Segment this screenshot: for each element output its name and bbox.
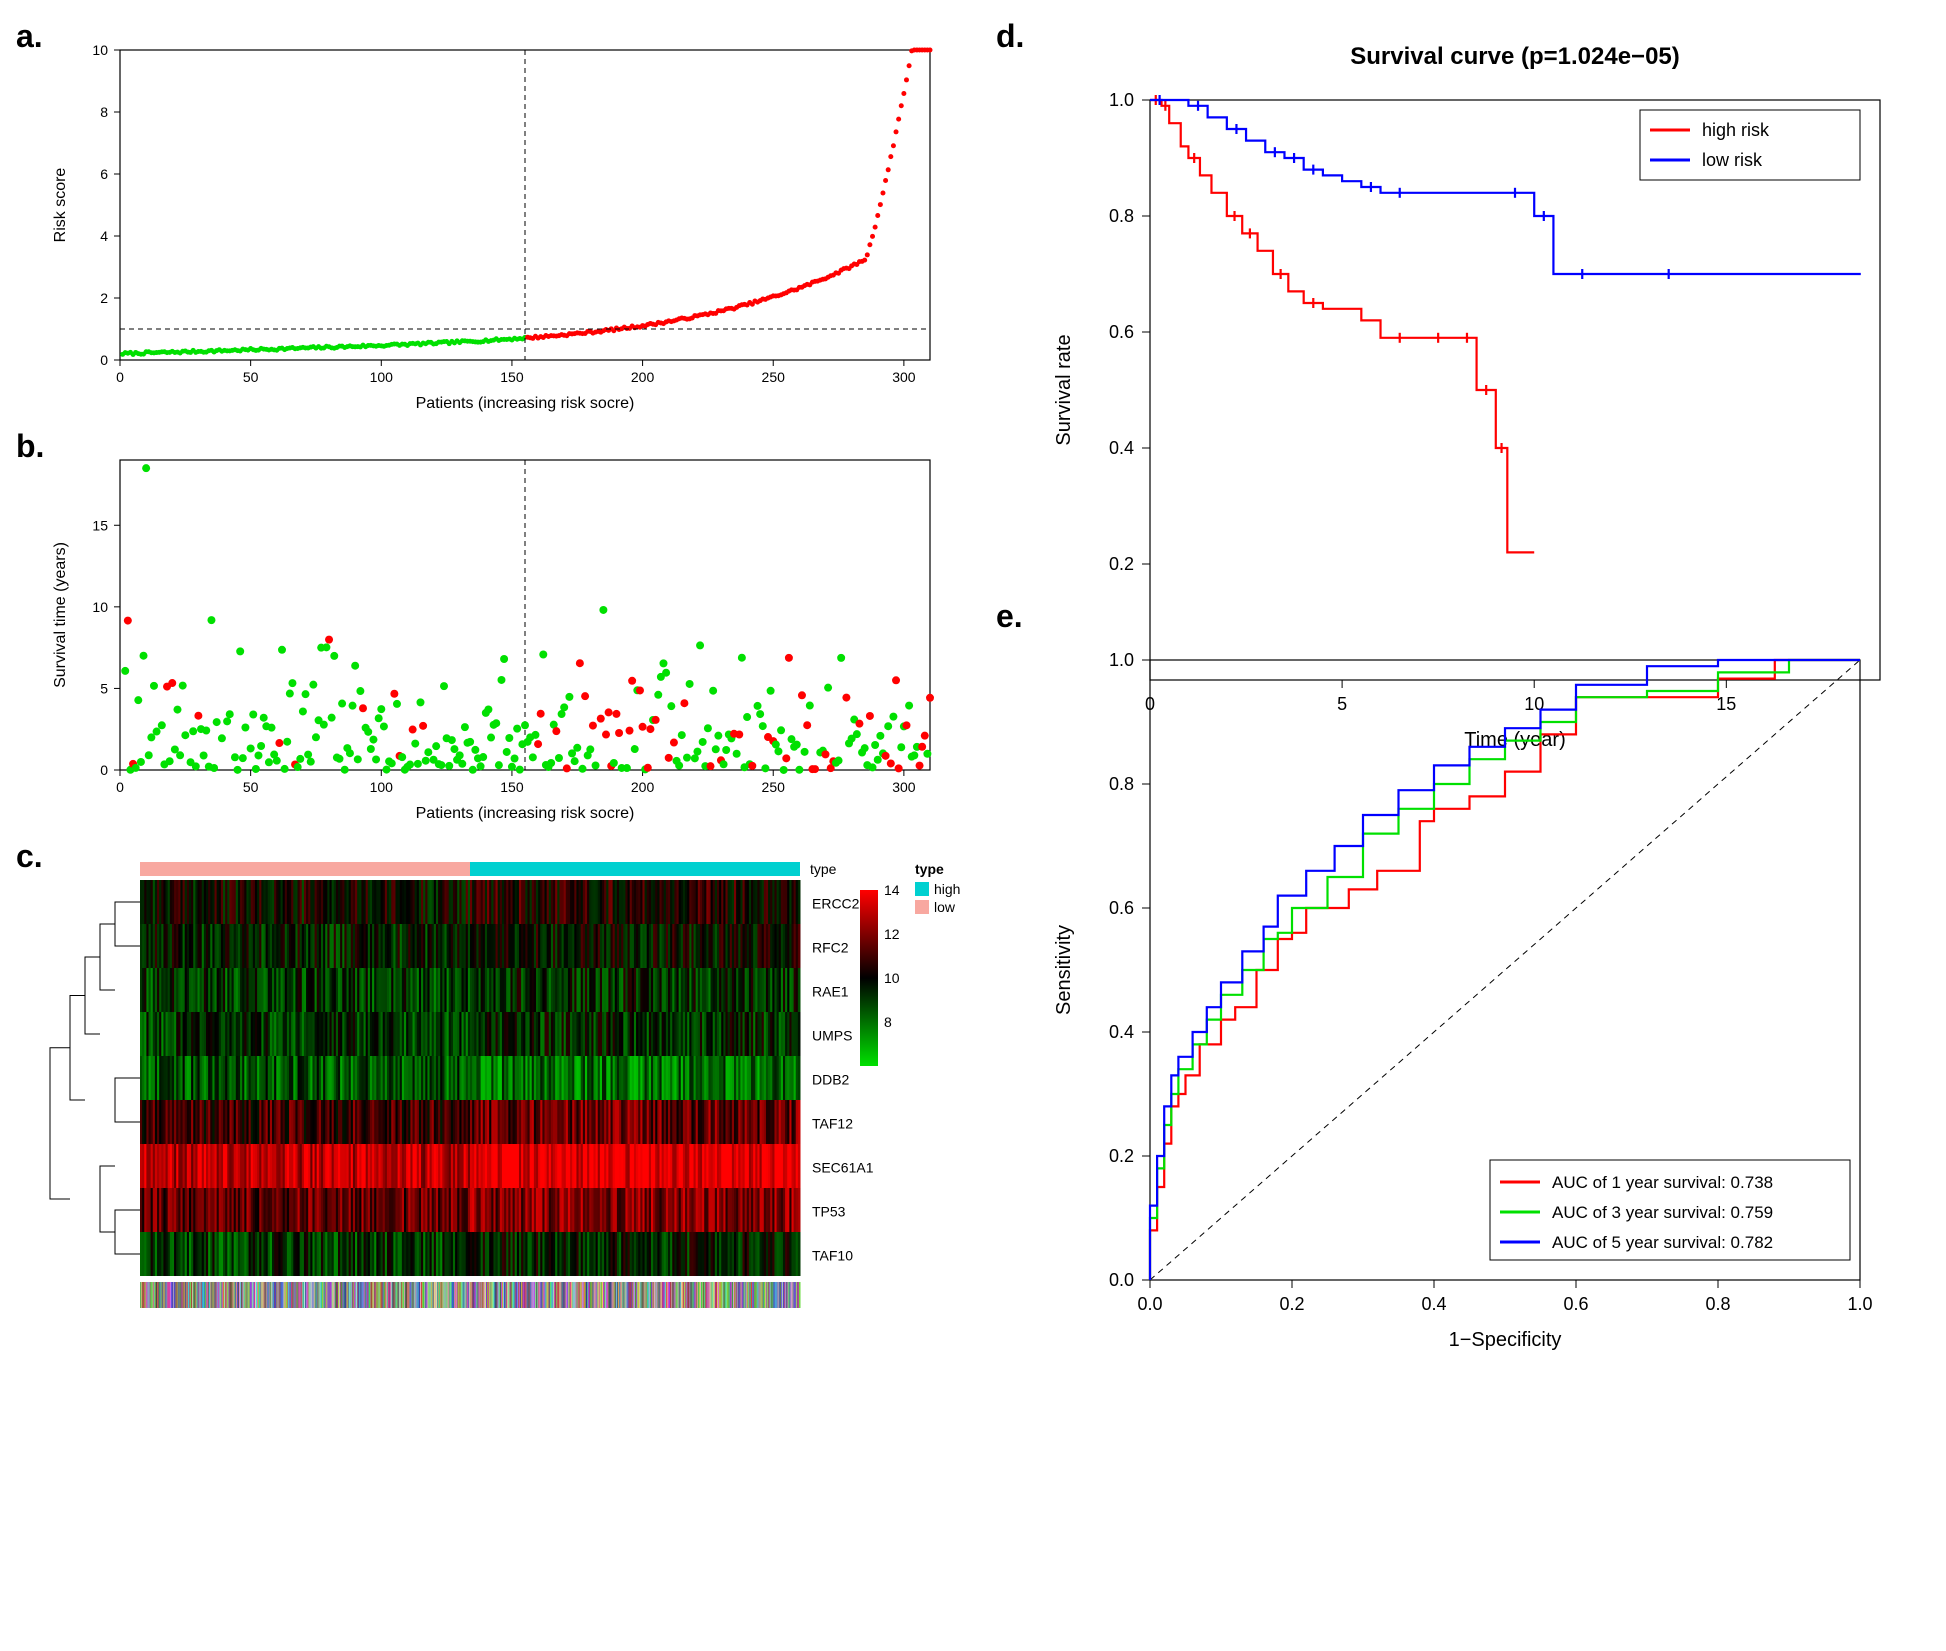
svg-text:300: 300 [892,779,916,795]
svg-text:AUC of 3 year survival: 0.759: AUC of 3 year survival: 0.759 [1552,1203,1773,1222]
svg-text:Survival curve (p=1.024e−05): Survival curve (p=1.024e−05) [1350,43,1680,70]
panel-b-label: b. [16,428,44,465]
svg-text:15: 15 [92,517,108,533]
svg-text:0.4: 0.4 [1421,1294,1446,1314]
svg-text:8: 8 [884,1014,892,1030]
svg-text:RAE1: RAE1 [812,984,849,1000]
svg-text:0.2: 0.2 [1109,554,1134,574]
svg-text:Survival rate: Survival rate [1053,334,1075,445]
svg-text:12: 12 [884,926,900,942]
svg-text:0.6: 0.6 [1109,322,1134,342]
svg-text:150: 150 [500,779,524,795]
svg-text:6: 6 [100,166,108,182]
svg-text:Risk score: Risk score [52,168,69,243]
svg-text:UMPS: UMPS [812,1028,852,1044]
svg-text:Patients (increasing risk socr: Patients (increasing risk socre) [416,395,635,412]
svg-text:RFC2: RFC2 [812,940,849,956]
svg-text:Sensitivity: Sensitivity [1053,925,1075,1015]
svg-text:TAF10: TAF10 [812,1248,853,1264]
svg-text:0: 0 [100,352,108,368]
svg-text:0: 0 [100,762,108,778]
svg-text:AUC of 1 year survival: 0.738: AUC of 1 year survival: 0.738 [1552,1173,1773,1192]
svg-text:0.6: 0.6 [1109,898,1134,918]
svg-text:50: 50 [243,369,259,385]
svg-text:1.0: 1.0 [1109,90,1134,110]
svg-text:0.6: 0.6 [1563,1294,1588,1314]
svg-text:0.4: 0.4 [1109,1022,1134,1042]
svg-text:10: 10 [884,970,900,986]
svg-text:0.4: 0.4 [1109,438,1134,458]
svg-text:low: low [934,899,956,915]
svg-text:Survival time (years): Survival time (years) [52,542,69,688]
svg-text:0.0: 0.0 [1109,1270,1134,1290]
svg-text:DDB2: DDB2 [812,1072,850,1088]
svg-text:AUC of 5 year survival: 0.782: AUC of 5 year survival: 0.782 [1552,1233,1773,1252]
svg-text:0.8: 0.8 [1109,206,1134,226]
svg-text:high: high [934,881,960,897]
panel-e: e. 0.00.00.20.20.40.40.60.60.80.81.01.01… [1000,600,1940,1360]
svg-text:1−Specificity: 1−Specificity [1449,1329,1562,1351]
svg-text:0.2: 0.2 [1109,1146,1134,1166]
svg-text:50: 50 [243,779,259,795]
svg-text:300: 300 [892,369,916,385]
svg-text:0.2: 0.2 [1279,1294,1304,1314]
survival-time-scatter: 0 50 100 150 200 250 300 0 5 10 15 Patients (increa… [20,430,960,830]
svg-text:250: 250 [762,779,786,795]
svg-text:0: 0 [116,369,124,385]
svg-text:1.0: 1.0 [1847,1294,1872,1314]
svg-text:0.8: 0.8 [1109,774,1134,794]
svg-text:4: 4 [100,228,108,244]
svg-text:250: 250 [762,369,786,385]
svg-text:type: type [915,861,944,877]
svg-text:200: 200 [631,779,655,795]
panel-c: c. typeERCC2RFC2RAE1UMPSDDB2TAF12SEC61A1… [20,840,960,1360]
svg-text:0.8: 0.8 [1705,1294,1730,1314]
figure-grid: a. 0501001502002503000246810Patients (in… [20,20,1926,1360]
svg-text:14: 14 [884,882,900,898]
svg-text:200: 200 [631,369,655,385]
panel-a-label: a. [16,18,43,55]
svg-text:type: type [810,861,837,877]
panel-c-label: c. [16,838,43,875]
svg-text:SEC61A1: SEC61A1 [812,1160,874,1176]
panel-e-label: e. [996,598,1023,635]
svg-text:high risk: high risk [1702,120,1770,140]
svg-text:100: 100 [370,369,394,385]
svg-text:2: 2 [100,290,108,306]
svg-text:Patients (increasing risk socr: Patients (increasing risk socre) [416,805,635,822]
svg-text:TP53: TP53 [812,1204,846,1220]
svg-text:5: 5 [100,680,108,696]
panel-b: b. 050100150200250300051015Patients (inc… [20,430,960,830]
roc-curve-plot: 0.00.0 0.2 0.2 0.4 0.4 0.6 0.6 0.8 0.8 1.0 1.0 1−Sp… [1000,600,1940,1360]
panel-d-label: d. [996,18,1024,55]
svg-text:0: 0 [116,779,124,795]
svg-text:0.0: 0.0 [1137,1294,1162,1314]
risk-score-plot: 0 50 100 150 200 250 300 0 2 4 6 8 10 Patients (incre… [20,20,960,420]
expression-heatmap: type ERCC2 RFC2 RAE1 UMPS DDB2 TAF12 SEC61A1 TP5… [20,840,960,1360]
svg-text:ERCC2: ERCC2 [812,896,860,912]
svg-text:8: 8 [100,104,108,120]
svg-text:10: 10 [92,42,108,58]
svg-text:1.0: 1.0 [1109,650,1134,670]
svg-text:low risk: low risk [1702,150,1763,170]
svg-text:TAF12: TAF12 [812,1116,853,1132]
svg-text:150: 150 [500,369,524,385]
svg-text:10: 10 [92,599,108,615]
svg-text:100: 100 [370,779,394,795]
panel-a: a. 0501001502002503000246810Patients (in… [20,20,960,420]
